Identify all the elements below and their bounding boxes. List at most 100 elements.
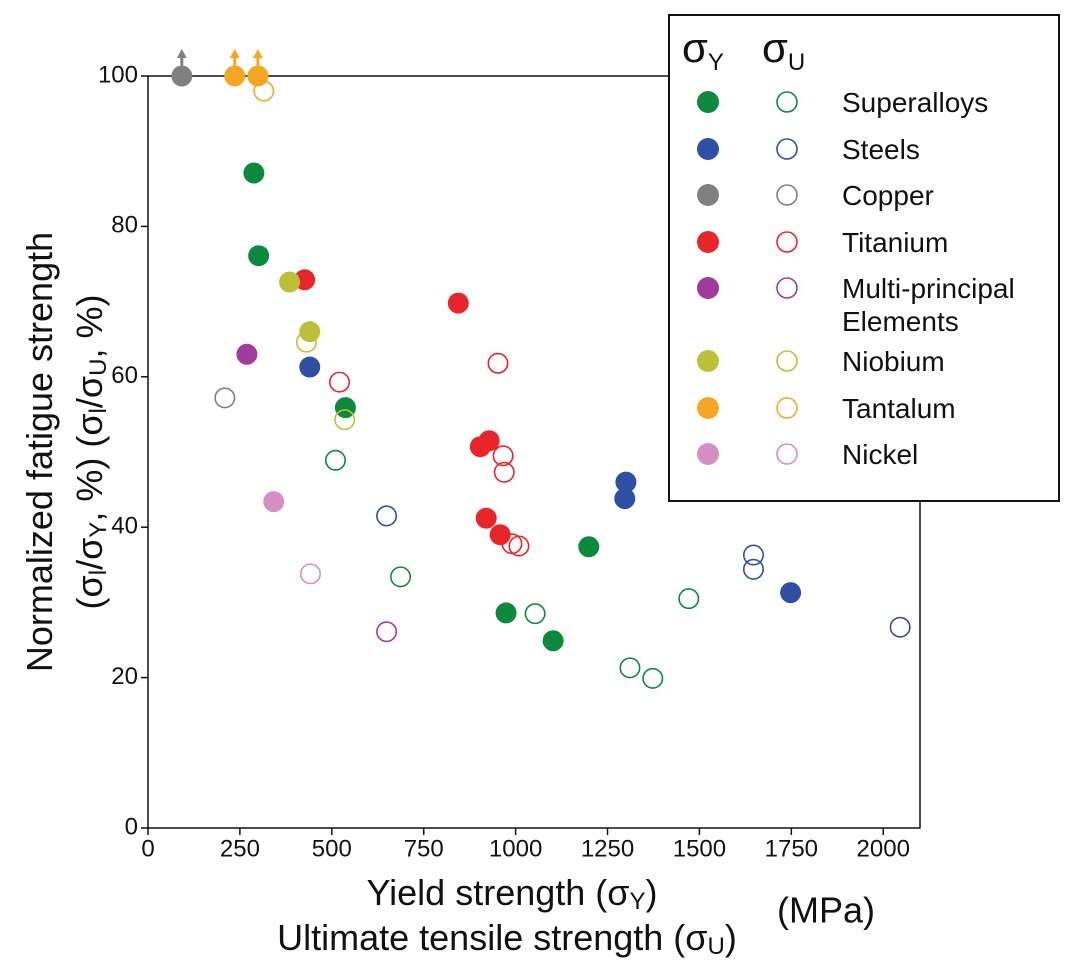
label-part: /σ [69,538,110,570]
subscript: l [85,570,112,575]
legend-entry: Niobium [670,338,1058,385]
yield-point [614,488,636,510]
y-axis-label: (σl/σY, %) (σl/σU, %) [69,295,113,610]
legend-marker [776,91,798,113]
subscript: Y [707,49,724,76]
uts-point [678,588,700,610]
legend-entry: Nickel [670,431,1058,478]
yield-point [243,162,265,184]
label-part: , %) [69,295,110,359]
yield-point [247,65,269,87]
uts-point [493,461,515,483]
x-tick-label: 1750 [765,835,818,862]
arrow-head [252,49,263,58]
legend-label: Steels [842,133,920,165]
legend-marker [697,396,719,419]
legend-label: Tantalum [842,392,956,424]
uts-point [642,667,664,689]
uts-point [742,558,764,580]
yield-point [542,630,564,652]
yield-point [447,292,469,314]
y-tick-label: 60 [111,362,138,389]
arrow-head [176,49,187,58]
legend-swatch [776,137,798,160]
uts-point [524,603,546,625]
legend-swatch [776,350,798,372]
legend-label: Titanium [842,226,949,258]
yield-point [299,321,321,343]
subscript: Y [630,888,646,915]
x-unit: (MPa) [777,890,875,931]
legend: σY σU Superalloys Steels Copper Titanium Mult… [668,14,1060,502]
yield-point [248,245,270,267]
symbol: σ [682,24,708,71]
legend-label: Copper [842,180,934,211]
legend-entry: Copper [670,172,1058,219]
uts-point [329,371,351,393]
label-part: ) [646,872,658,913]
yield-point [299,356,321,378]
legend-marker [697,230,719,253]
uts-point [299,563,321,585]
x-tick-label: 2000 [857,835,910,862]
label-part: Ultimate tensile strength (σ [277,917,707,958]
y-axis-label: Normalized fatigue strength [19,232,60,672]
legend-marker [776,184,798,206]
legend-swatch [697,443,719,465]
x-tick-label: 1000 [489,835,542,862]
legend-entry: Tantalum [670,385,1058,432]
subscript: U [787,49,806,76]
yield-point [578,536,600,558]
uts-point [376,505,398,527]
yield-point [475,507,497,529]
legend-marker [697,277,719,299]
yield-point [279,271,301,293]
x-tick-label: 1250 [581,835,634,862]
yield-point [171,65,193,87]
uts-point [619,657,641,679]
subscript: l [85,408,112,413]
subscript: U [85,359,112,376]
legend-marker [697,137,719,160]
legend-label: Nickel [842,439,919,470]
legend-swatch [697,137,719,160]
legend-swatch [697,350,719,372]
uts-point [508,535,530,557]
legend-swatch [776,91,798,113]
legend-entry: Multi-principal Elements [670,265,1058,338]
legend-swatch [697,396,719,419]
legend-marker [697,91,719,113]
label-part: (σ [69,575,110,609]
uts-point [324,449,346,471]
x-tick-label: 750 [404,835,444,862]
legend-marker [697,443,719,465]
label-part: Normalized fatigue strength [19,232,60,672]
legend-swatch [776,443,798,465]
uts-point [390,566,412,588]
legend-swatch [776,230,798,253]
legend-marker [776,396,798,419]
yield-point [495,602,517,624]
y-tick-label: 0 [125,813,138,840]
yield-point [236,343,258,365]
x-tick-label: 500 [312,835,352,862]
legend-swatch [776,396,798,419]
uts-point [376,621,398,643]
subscript: Y [85,522,112,538]
legend-swatch [776,184,798,206]
yield-point [224,65,246,87]
legend-marker [697,350,719,372]
legend-marker [776,443,798,465]
x-axis-label: Yield strength (σY) [366,872,657,916]
uts-point [487,352,509,374]
subscript: U [708,933,725,960]
uts-point [742,544,764,566]
legend-entry: Steels [670,126,1058,173]
yield-point [780,582,802,604]
legend-entry: Superalloys [670,79,1058,126]
label-part: ) [725,917,737,958]
arrow-head [229,49,240,58]
x-axis-label: Ultimate tensile strength (σU) [277,917,737,961]
label-part: , %) (σ [69,413,110,521]
